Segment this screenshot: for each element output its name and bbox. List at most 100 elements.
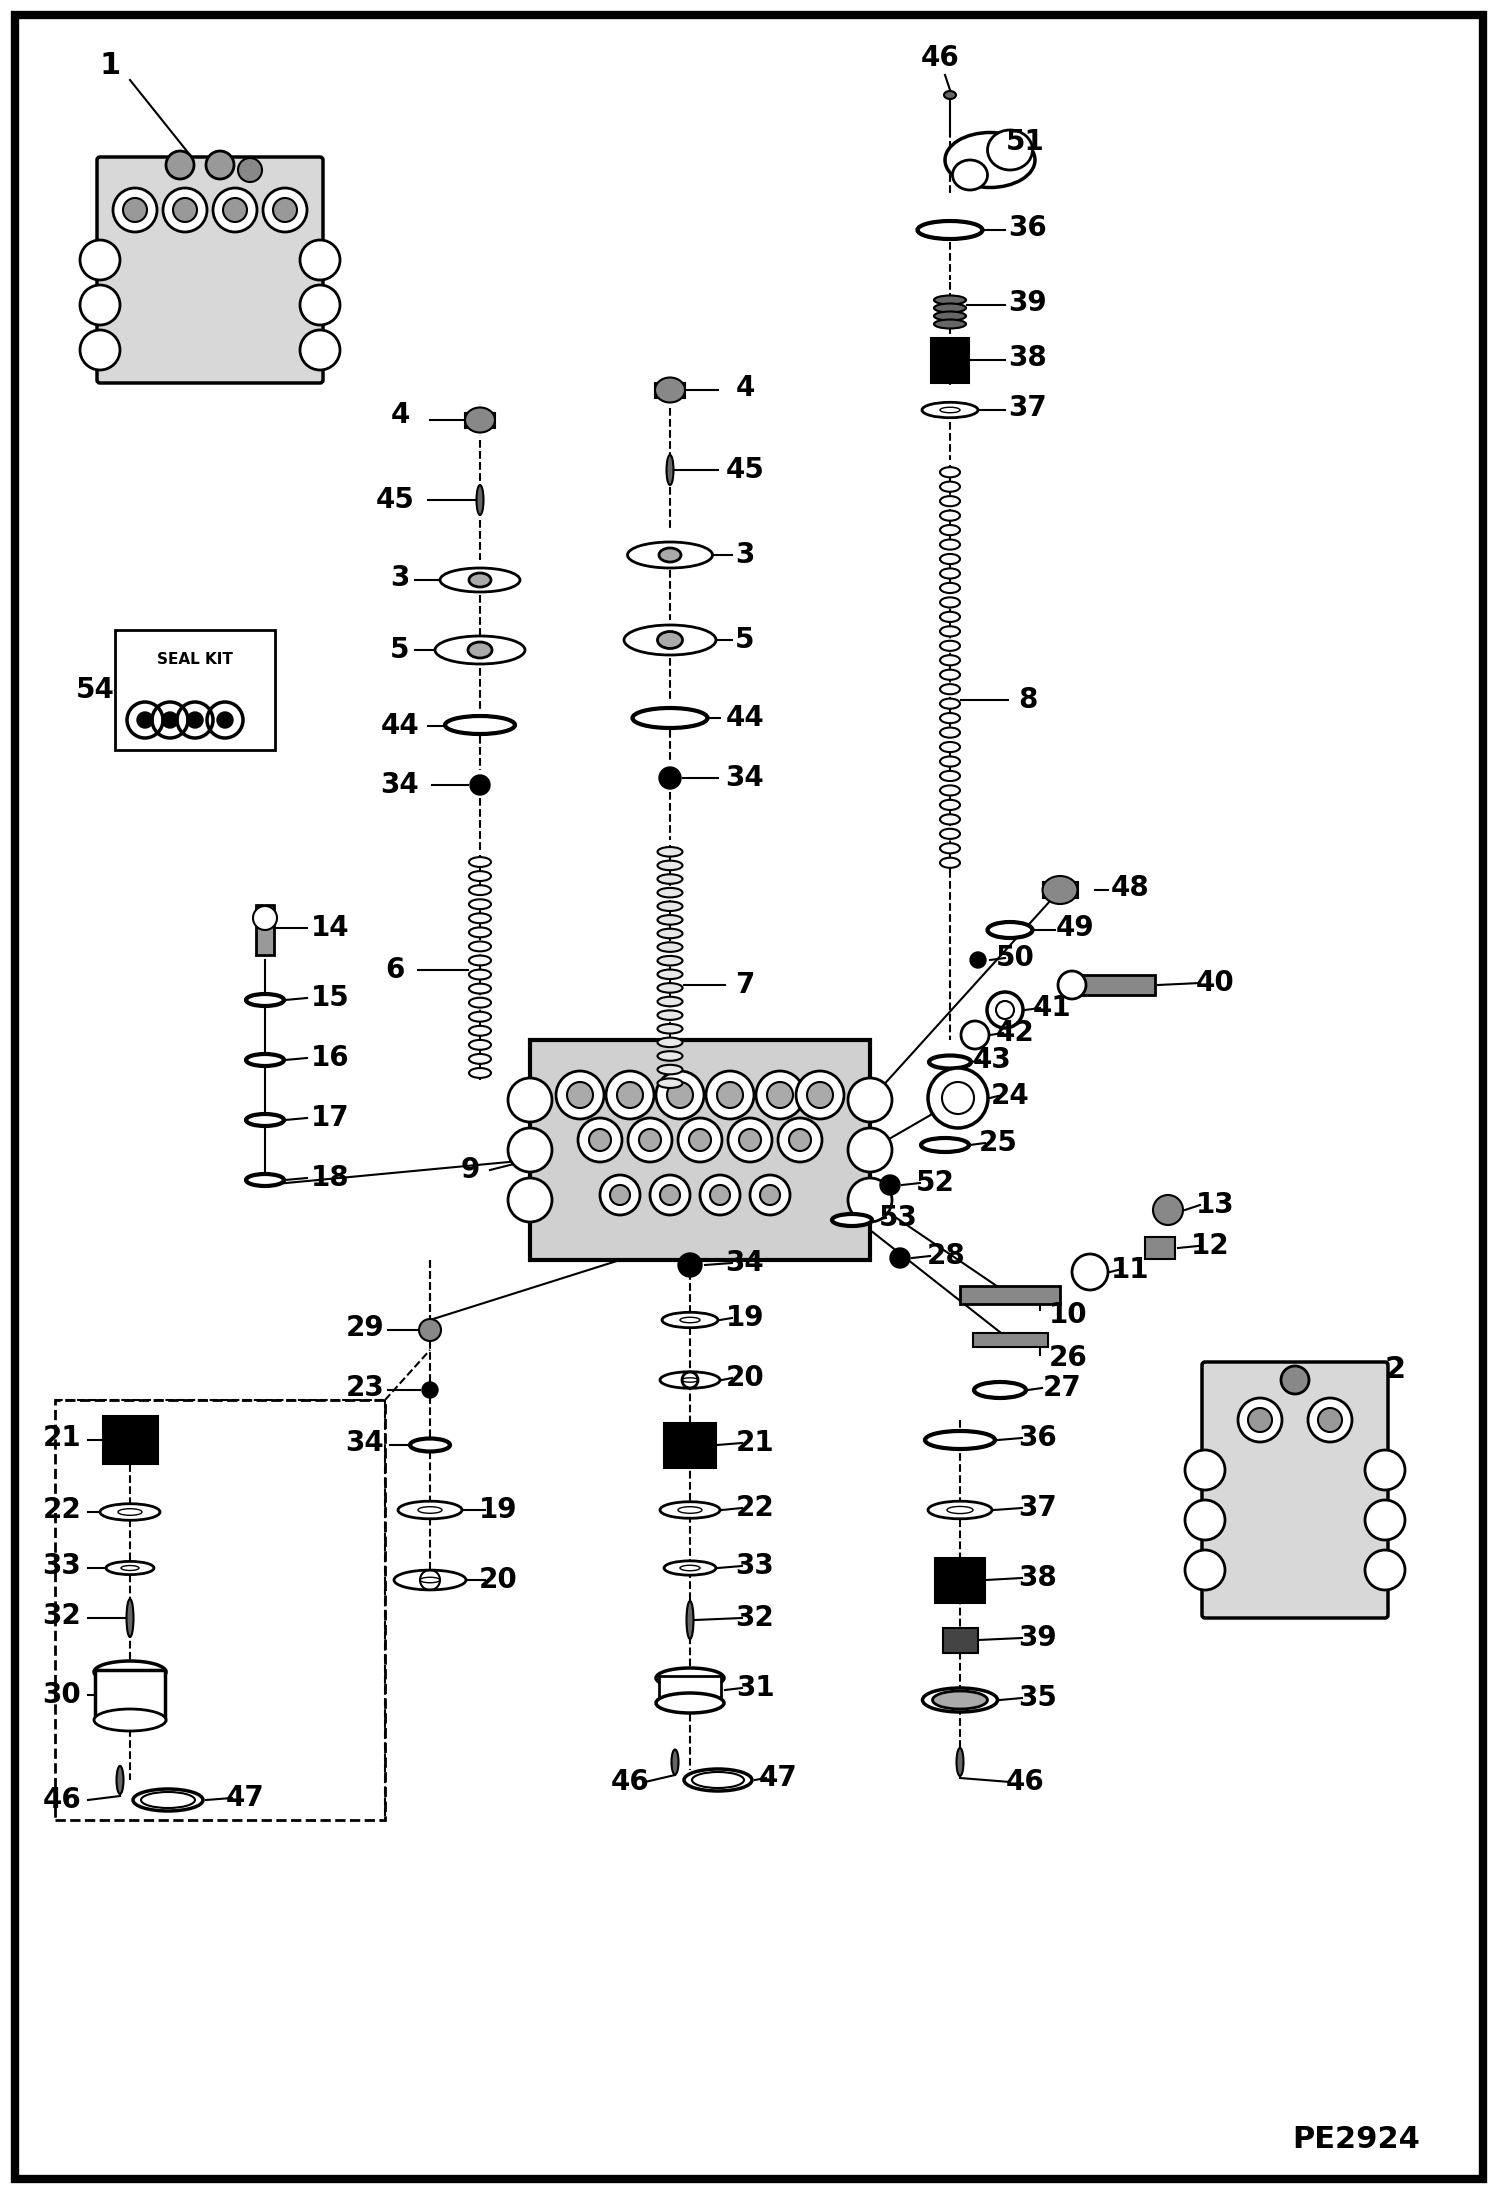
Circle shape: [767, 1082, 792, 1108]
Ellipse shape: [661, 1371, 721, 1389]
Text: 25: 25: [978, 1130, 1017, 1156]
Ellipse shape: [658, 983, 683, 992]
Text: 45: 45: [725, 456, 764, 485]
Circle shape: [607, 1071, 655, 1119]
Text: 27: 27: [1043, 1373, 1082, 1402]
Circle shape: [942, 1082, 974, 1115]
Text: 14: 14: [310, 915, 349, 941]
Text: 5: 5: [391, 636, 410, 665]
Ellipse shape: [658, 1011, 683, 1020]
Text: 22: 22: [736, 1494, 774, 1523]
Circle shape: [1318, 1409, 1342, 1433]
Text: 39: 39: [1019, 1624, 1058, 1652]
Circle shape: [890, 1248, 909, 1268]
Circle shape: [207, 151, 234, 180]
Ellipse shape: [94, 1709, 166, 1731]
Ellipse shape: [924, 1430, 995, 1448]
Text: 20: 20: [479, 1567, 517, 1595]
Ellipse shape: [947, 1507, 974, 1514]
Circle shape: [610, 1185, 631, 1205]
Circle shape: [1248, 1409, 1272, 1433]
Circle shape: [996, 1000, 1014, 1018]
Text: 13: 13: [1195, 1191, 1234, 1220]
Ellipse shape: [469, 573, 491, 588]
Ellipse shape: [933, 296, 966, 305]
Circle shape: [628, 1119, 673, 1163]
Circle shape: [706, 1071, 753, 1119]
Ellipse shape: [106, 1562, 154, 1575]
Ellipse shape: [100, 1503, 160, 1520]
Circle shape: [759, 1185, 780, 1205]
Text: 3: 3: [391, 564, 409, 592]
Ellipse shape: [941, 656, 960, 665]
Text: 32: 32: [42, 1602, 81, 1630]
Ellipse shape: [658, 996, 683, 1007]
Text: 20: 20: [725, 1365, 764, 1391]
Ellipse shape: [680, 1316, 700, 1323]
Ellipse shape: [469, 1040, 491, 1049]
Ellipse shape: [658, 970, 683, 979]
Ellipse shape: [658, 928, 683, 939]
Circle shape: [659, 768, 682, 790]
Circle shape: [508, 1178, 551, 1222]
Ellipse shape: [469, 983, 491, 994]
Text: 34: 34: [380, 770, 419, 799]
Ellipse shape: [679, 1507, 703, 1514]
Text: 28: 28: [927, 1242, 965, 1270]
Circle shape: [1185, 1450, 1225, 1490]
Circle shape: [508, 1077, 551, 1121]
Bar: [1144, 1237, 1174, 1259]
Text: 44: 44: [725, 704, 764, 733]
Text: 42: 42: [996, 1018, 1035, 1047]
Circle shape: [166, 151, 195, 180]
Bar: [659, 1676, 721, 1705]
Circle shape: [1073, 1255, 1109, 1290]
Circle shape: [163, 189, 207, 233]
Circle shape: [700, 1176, 740, 1215]
Ellipse shape: [686, 1602, 694, 1639]
Bar: [115, 630, 276, 750]
Circle shape: [589, 1130, 611, 1152]
Bar: [464, 412, 494, 428]
Circle shape: [223, 197, 247, 222]
Ellipse shape: [133, 1788, 204, 1810]
Ellipse shape: [658, 889, 683, 897]
Ellipse shape: [692, 1773, 745, 1788]
Ellipse shape: [655, 377, 685, 402]
Ellipse shape: [944, 90, 956, 99]
Circle shape: [739, 1130, 761, 1152]
Circle shape: [508, 1128, 551, 1172]
Text: 52: 52: [915, 1169, 954, 1198]
Ellipse shape: [469, 858, 491, 867]
Ellipse shape: [476, 485, 484, 516]
Ellipse shape: [658, 902, 683, 911]
Ellipse shape: [667, 454, 674, 485]
Circle shape: [1365, 1450, 1405, 1490]
Ellipse shape: [121, 1567, 139, 1571]
Text: 1: 1: [99, 50, 121, 79]
Text: 37: 37: [1019, 1494, 1058, 1523]
Text: 53: 53: [878, 1205, 917, 1233]
Ellipse shape: [941, 698, 960, 709]
Ellipse shape: [680, 1564, 700, 1571]
Circle shape: [679, 1253, 703, 1277]
Text: 54: 54: [75, 676, 114, 704]
Circle shape: [927, 1068, 989, 1128]
Ellipse shape: [246, 1053, 285, 1066]
Ellipse shape: [929, 1055, 971, 1068]
Bar: [94, 1670, 165, 1720]
Text: 38: 38: [1008, 344, 1047, 373]
Circle shape: [1185, 1549, 1225, 1591]
Text: 33: 33: [42, 1551, 81, 1580]
Ellipse shape: [941, 467, 960, 478]
Circle shape: [789, 1130, 810, 1152]
Ellipse shape: [923, 1687, 998, 1711]
Ellipse shape: [941, 584, 960, 592]
Circle shape: [987, 992, 1023, 1029]
Bar: [664, 1422, 716, 1468]
Ellipse shape: [932, 1692, 987, 1709]
Text: PE2924: PE2924: [1293, 2126, 1420, 2155]
Text: 46: 46: [921, 44, 959, 72]
Ellipse shape: [941, 568, 960, 579]
Text: 4: 4: [391, 402, 409, 430]
